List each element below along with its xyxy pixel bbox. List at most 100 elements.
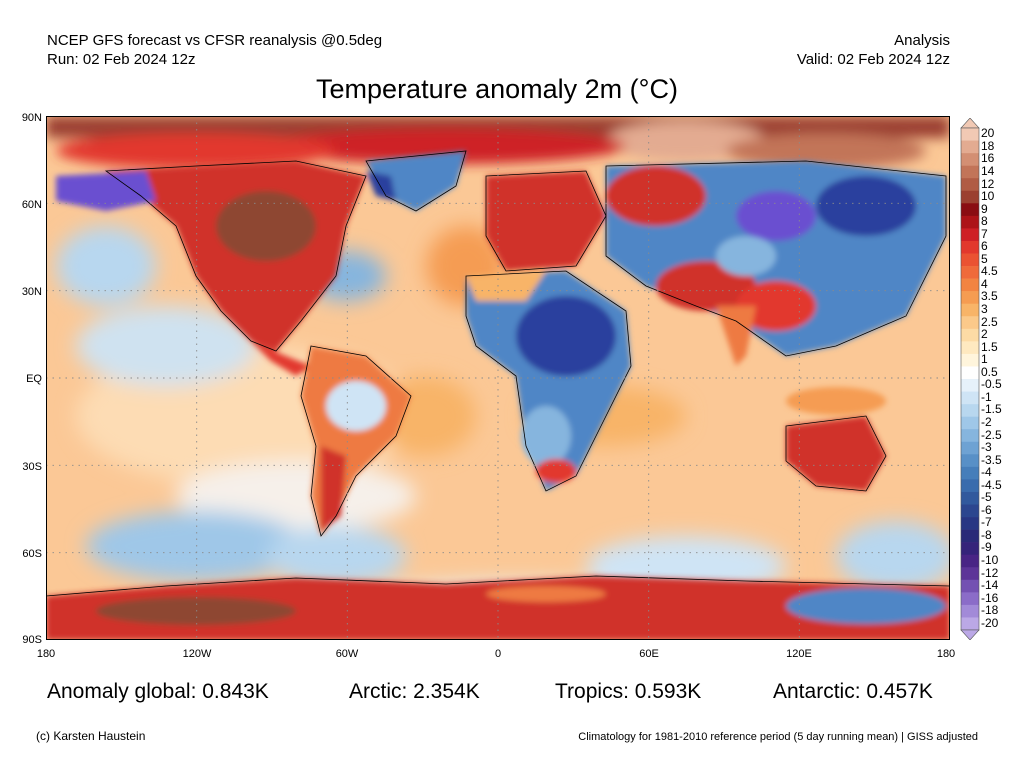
colorbar-tick-label: 8 xyxy=(981,214,988,229)
colorbar-swatch xyxy=(961,153,979,166)
lon-label-60w: 60W xyxy=(335,648,359,660)
anomaly-map xyxy=(46,116,950,640)
colorbar-bottom-arrow xyxy=(960,629,980,640)
colorbar-tick-label: -2.5 xyxy=(981,427,1002,442)
colorbar-tick-label: -12 xyxy=(981,565,999,580)
colorbar-swatch xyxy=(961,253,979,267)
colorbar-swatch xyxy=(961,441,979,455)
global-anomaly: Anomaly global: 0.843K xyxy=(47,680,269,703)
climatology-note: Climatology for 1981-2010 reference peri… xyxy=(578,731,978,743)
colorbar-tick-label: -16 xyxy=(981,590,999,605)
colorbar-swatch xyxy=(961,617,979,631)
colorbar-swatch xyxy=(961,404,979,417)
lon-label-60e: 60E xyxy=(639,648,659,660)
india xyxy=(716,306,756,366)
colorbar-swatch xyxy=(961,316,979,330)
colorbar-tick-label: -4 xyxy=(981,465,992,480)
colorbar-tick-label: 6 xyxy=(981,239,988,254)
antarctica xyxy=(46,576,950,640)
lat-label-90n: 90N xyxy=(21,112,42,124)
colorbar xyxy=(960,118,980,640)
colorbar-tick-label: 5 xyxy=(981,251,988,266)
arctic-anomaly: Arctic: 2.354K xyxy=(349,680,480,703)
colorbar-swatch xyxy=(961,592,979,606)
colorbar-swatch xyxy=(961,203,979,217)
lon-label-180w: 180 xyxy=(36,648,56,660)
lat-label-30s: 30S xyxy=(22,461,42,473)
colorbar-tick-label: 20 xyxy=(981,126,995,141)
lat-label-90s: 90S xyxy=(22,634,42,646)
colorbar-swatch xyxy=(961,604,979,618)
colorbar-tick-label: 12 xyxy=(981,176,995,191)
lat-label-60n: 60N xyxy=(21,199,42,211)
colorbar-tick-label: 0.5 xyxy=(981,364,998,379)
colorbar-tick-label: 2.5 xyxy=(981,314,998,329)
colorbar-tick-label: -4.5 xyxy=(981,477,1002,492)
lon-label-180e: 180 xyxy=(936,648,956,660)
lon-label-0: 0 xyxy=(494,648,502,660)
colorbar-tick-label: 3 xyxy=(981,302,988,316)
lat-label-eq: EQ xyxy=(26,373,42,385)
colorbar-swatch xyxy=(961,554,979,568)
lon-label-120w: 120W xyxy=(182,648,212,660)
colorbar-swatch xyxy=(961,140,979,154)
colorbar-tick-label: 2 xyxy=(981,327,988,342)
colorbar-swatch xyxy=(961,366,979,380)
colorbar-tick-label: -7 xyxy=(981,515,992,530)
colorbar-tick-label: -18 xyxy=(981,603,999,618)
colorbar-tick-label: -20 xyxy=(981,615,999,630)
colorbar-tick-label: 4.5 xyxy=(981,264,998,279)
colorbar-swatch xyxy=(961,504,979,518)
colorbar-swatch xyxy=(961,466,979,480)
colorbar-tick-label: -0.5 xyxy=(981,377,1002,392)
colorbar-swatch xyxy=(961,178,979,192)
colorbar-swatch xyxy=(961,579,979,593)
colorbar-swatch xyxy=(961,303,979,317)
europe xyxy=(486,171,606,271)
colorbar-swatch xyxy=(961,278,979,292)
anomaly-stats: Anomaly global: 0.843K Arctic: 2.354K Tr… xyxy=(0,680,1024,706)
colorbar-tick-label: 16 xyxy=(981,151,995,166)
copyright: (c) Karsten Haustein xyxy=(36,729,146,743)
australia xyxy=(786,416,886,491)
colorbar-swatch xyxy=(961,165,979,179)
colorbar-swatch xyxy=(961,291,979,304)
page-title: Temperature anomaly 2m (°C) xyxy=(316,74,678,104)
header-right: Analysis Valid: 02 Feb 2024 12z xyxy=(797,31,950,69)
colorbar-tick-label: 9 xyxy=(981,201,988,216)
land-anomalies xyxy=(46,151,950,640)
colorbar-tick-label: 18 xyxy=(981,138,995,153)
colorbar-swatch xyxy=(961,479,979,493)
map-frame xyxy=(46,116,950,640)
header-left: NCEP GFS forecast vs CFSR reanalysis @0.… xyxy=(47,31,382,69)
colorbar-tick-label: 7 xyxy=(981,226,988,241)
colorbar-swatch xyxy=(961,379,979,392)
colorbar-tick-label: -6 xyxy=(981,502,992,517)
colorbar-tick-label: -3.5 xyxy=(981,452,1002,467)
colorbar-swatch xyxy=(961,328,979,342)
coastlines xyxy=(46,150,950,597)
colorbar-tick-label: -10 xyxy=(981,553,999,567)
colorbar-swatch xyxy=(961,353,979,367)
colorbar-swatch xyxy=(961,529,979,543)
analysis-label: Analysis xyxy=(894,32,950,49)
colorbar-swatch xyxy=(961,128,979,141)
lat-label-60s: 60S xyxy=(22,548,42,560)
colorbar-tick-label: 1.5 xyxy=(981,339,998,354)
antarctic-anomaly: Antarctic: 0.457K xyxy=(773,680,933,703)
colorbar-swatch xyxy=(961,391,979,405)
colorbar-swatch xyxy=(961,454,979,468)
lon-label-120e: 120E xyxy=(786,648,812,660)
colorbar-swatch xyxy=(961,341,979,355)
arctic-band xyxy=(46,116,950,169)
colorbar-swatch xyxy=(961,429,979,443)
valid-time: Valid: 02 Feb 2024 12z xyxy=(796,51,950,68)
colorbar-tick-label: -3 xyxy=(981,440,992,454)
model-description: NCEP GFS forecast vs CFSR reanalysis @0.… xyxy=(47,32,383,49)
colorbar-swatch xyxy=(961,240,979,254)
colorbar-tick-label: -2 xyxy=(981,414,992,429)
graticule xyxy=(46,116,950,640)
colorbar-tick-label: 3.5 xyxy=(981,289,998,304)
colorbar-swatch xyxy=(961,567,979,581)
colorbar-tick-label: -9 xyxy=(981,540,992,555)
